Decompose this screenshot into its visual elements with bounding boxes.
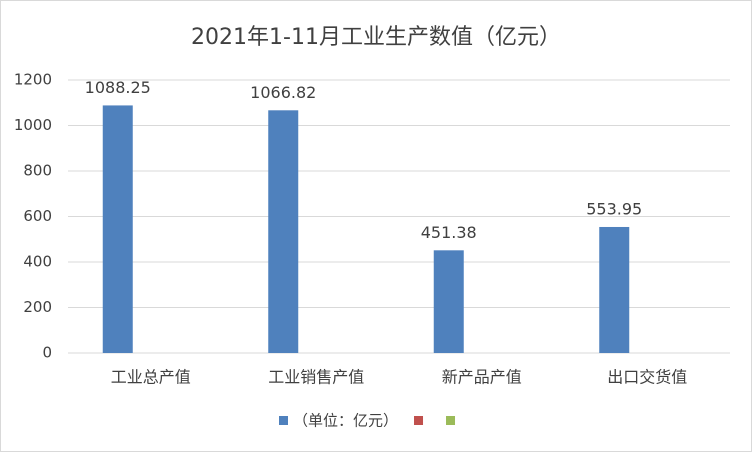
data-label: 451.38 bbox=[421, 223, 477, 242]
bar bbox=[599, 226, 630, 353]
x-tick-label: 工业销售产值 bbox=[268, 368, 364, 387]
x-tick-label: 出口交货值 bbox=[607, 368, 687, 387]
legend-label: （单位：亿元） bbox=[293, 412, 398, 430]
bar bbox=[102, 105, 133, 353]
y-tick-label: 200 bbox=[23, 298, 52, 316]
y-tick-label: 0 bbox=[42, 344, 52, 362]
data-label: 1066.82 bbox=[250, 83, 316, 102]
data-label: 1088.25 bbox=[85, 78, 151, 97]
y-tick-label: 400 bbox=[23, 253, 52, 271]
chart-title: 2021年1-11月工业生产数值（亿元） bbox=[191, 25, 561, 50]
y-tick-label: 800 bbox=[23, 162, 52, 180]
x-tick-label: 新产品产值 bbox=[442, 368, 522, 387]
x-tick-label: 工业总产值 bbox=[111, 368, 191, 387]
legend-swatch bbox=[414, 416, 424, 425]
legend-swatch bbox=[279, 416, 288, 425]
y-tick-label: 1000 bbox=[14, 116, 52, 134]
y-tick-label: 600 bbox=[23, 207, 52, 225]
bar bbox=[268, 110, 299, 353]
legend-swatch bbox=[446, 416, 456, 425]
y-tick-label: 1200 bbox=[14, 71, 52, 89]
data-label: 553.95 bbox=[586, 199, 642, 218]
bar bbox=[433, 250, 464, 353]
